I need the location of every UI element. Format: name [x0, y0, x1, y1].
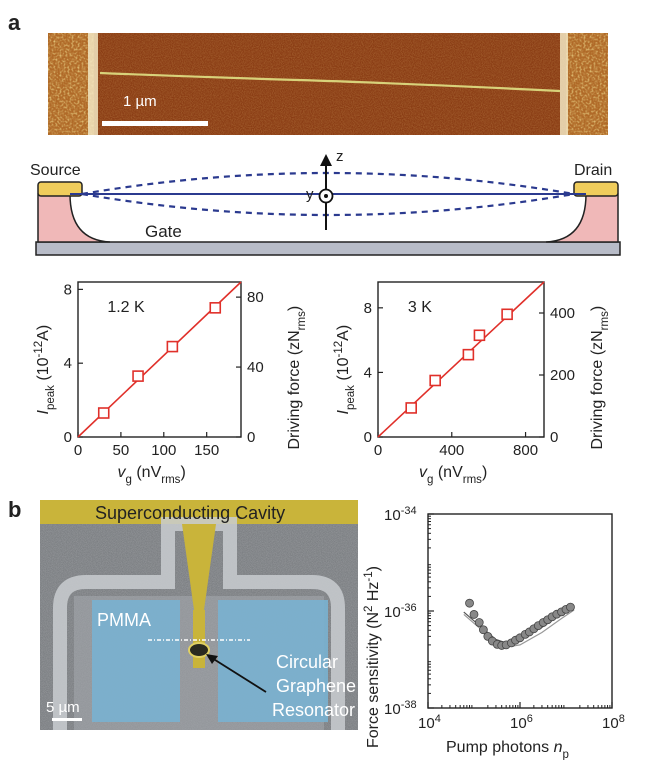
gate-label: Gate	[145, 222, 182, 241]
x-axis-label: vg (nVrms)	[419, 464, 487, 486]
source-contact	[37, 181, 83, 197]
y-axis-label-right: Driving force (zNrms)	[286, 306, 308, 450]
x-tick-label: 0	[374, 442, 382, 459]
fit-line	[377, 281, 545, 438]
y-tick-label: 10-38	[384, 699, 417, 718]
y-axis-label-left: Ipeak (10-12A)	[33, 325, 57, 415]
y-right-tick-label: 0	[550, 429, 558, 446]
y-axis-label-left: Ipeak (10-12A)	[333, 325, 357, 415]
data-point	[97, 407, 110, 419]
data-point	[469, 610, 479, 619]
sem-scale-label: 5 µm	[46, 699, 80, 716]
data-point	[462, 348, 475, 361]
y-right-tick-label: 400	[550, 305, 575, 322]
vibration-envelope-bottom	[81, 192, 575, 217]
chart-force-sensitivity: 104 106 108 10-34 10-36 10-38 Pump photons np F…	[363, 505, 625, 760]
x-tick-label: 108	[602, 713, 625, 732]
data-point	[209, 302, 222, 314]
afm-image	[48, 33, 608, 135]
pmma-right	[218, 600, 328, 722]
x-tick-label: 150	[194, 442, 219, 459]
y-axis-label-right: Driving force (zNrms)	[589, 306, 611, 450]
x-axis-label: vg (nVrms)	[118, 464, 186, 486]
y-tick-label: 0	[64, 429, 72, 446]
y-right-tick-label: 200	[550, 367, 575, 384]
data-point	[166, 340, 179, 353]
data-point	[501, 308, 513, 321]
y-tick-label: 10-36	[384, 602, 417, 621]
y-axis-label: Force sensitivity (N2 Hz-1)	[363, 566, 382, 748]
sem-image	[40, 500, 358, 730]
data-point	[405, 402, 417, 414]
temperature-annotation: 1.2 K	[107, 299, 145, 316]
x-axis-label: Pump photons np	[446, 739, 569, 760]
x-tick-label: 0	[74, 442, 82, 459]
y-right-tick-label: 40	[247, 359, 264, 376]
data-point	[478, 625, 488, 635]
panel-b-letter: b	[8, 497, 22, 522]
data-point	[132, 370, 144, 382]
afm-scale-label: 1 µm	[123, 93, 157, 110]
resonator-label-2: Graphene	[276, 676, 357, 696]
resonator-label-1: Circular	[276, 652, 339, 672]
x-tick-label: 100	[151, 442, 176, 459]
drain-contact	[573, 181, 619, 197]
pmma-left	[92, 600, 180, 722]
chart-ipeak-3K: 0 400 800 0 4 8 0 200 400 3 K vg (nVrms) Ipeak (10-…	[333, 281, 611, 486]
y-axis-label: y	[306, 186, 314, 203]
z-axis-label: z	[336, 148, 344, 165]
vibration-envelope-top	[81, 171, 575, 196]
cavity-label: Superconducting Cavity	[95, 503, 286, 523]
data-point	[473, 329, 486, 342]
resonator-label-3: Resonator	[272, 700, 356, 720]
x-tick-label: 104	[418, 713, 441, 732]
x-tick-label: 800	[513, 442, 538, 459]
graphene-resonator	[188, 642, 210, 658]
y-tick-label: 0	[364, 429, 372, 446]
drain-label: Drain	[574, 162, 613, 179]
data-point	[474, 618, 484, 627]
plot-frame	[77, 281, 242, 438]
plot-frame	[377, 281, 545, 438]
device-schematic	[35, 154, 621, 256]
x-tick-label: 50	[113, 442, 130, 459]
gate-electrode	[35, 241, 621, 256]
data-point	[465, 598, 474, 608]
y-right-tick-label: 0	[247, 429, 255, 446]
panel-a-letter: a	[8, 10, 21, 35]
y-tick-label: 8	[64, 281, 72, 298]
data-point	[429, 374, 441, 387]
temperature-annotation: 3 K	[408, 299, 432, 316]
data-point	[566, 602, 575, 612]
y-tick-label: 10-34	[384, 505, 417, 524]
x-tick-label: 400	[439, 442, 464, 459]
plot-frame	[427, 513, 613, 709]
x-tick-label: 106	[510, 713, 533, 732]
y-tick-label: 4	[364, 364, 372, 381]
pmma-label: PMMA	[97, 610, 151, 630]
y-right-tick-label: 80	[247, 289, 264, 306]
y-tick-label: 8	[364, 300, 372, 317]
source-label: Source	[30, 162, 81, 179]
y-tick-label: 4	[64, 355, 72, 372]
